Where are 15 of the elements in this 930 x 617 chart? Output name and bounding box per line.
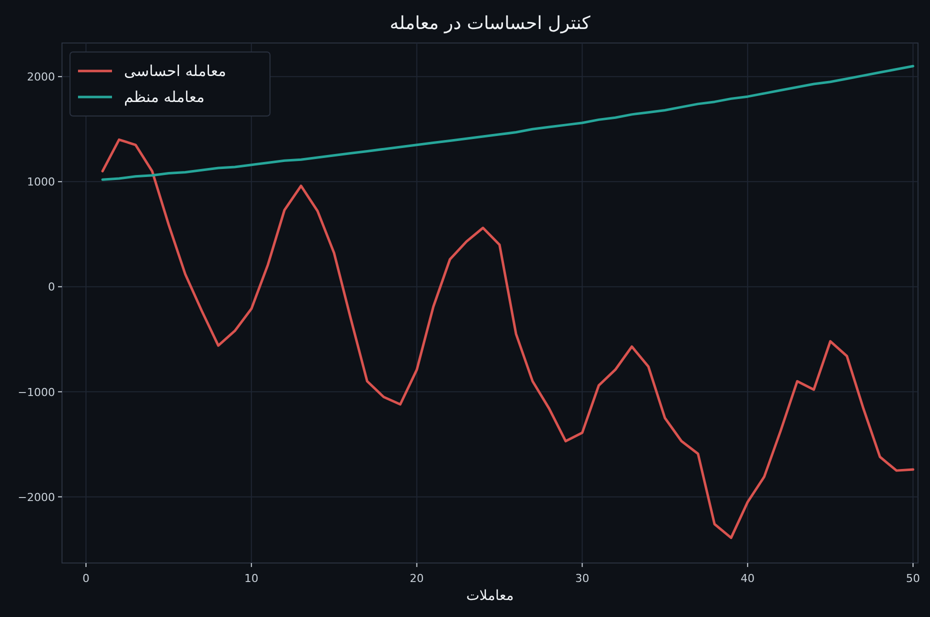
x-tick-label: 10	[244, 572, 258, 585]
y-tick-label: −2000	[18, 490, 55, 504]
y-tick-label: −1000	[18, 386, 55, 399]
y-tick-label: 1000	[27, 176, 55, 189]
y-tick-label: 0	[48, 280, 55, 294]
x-tick-label: 30	[575, 572, 590, 585]
legend-label: معامله احساسی	[124, 62, 226, 80]
y-tick-label: 2000	[27, 70, 55, 84]
x-tick-label: 0	[82, 572, 90, 585]
legend-label: معامله منظم	[124, 88, 205, 106]
chart-title: کنترل احساسات در معامله	[390, 13, 591, 34]
x-tick-label: 20	[410, 572, 424, 585]
x-axis-title: معاملات	[466, 588, 514, 604]
x-tick-label: 50	[906, 572, 920, 585]
x-tick-label: 40	[740, 572, 755, 585]
